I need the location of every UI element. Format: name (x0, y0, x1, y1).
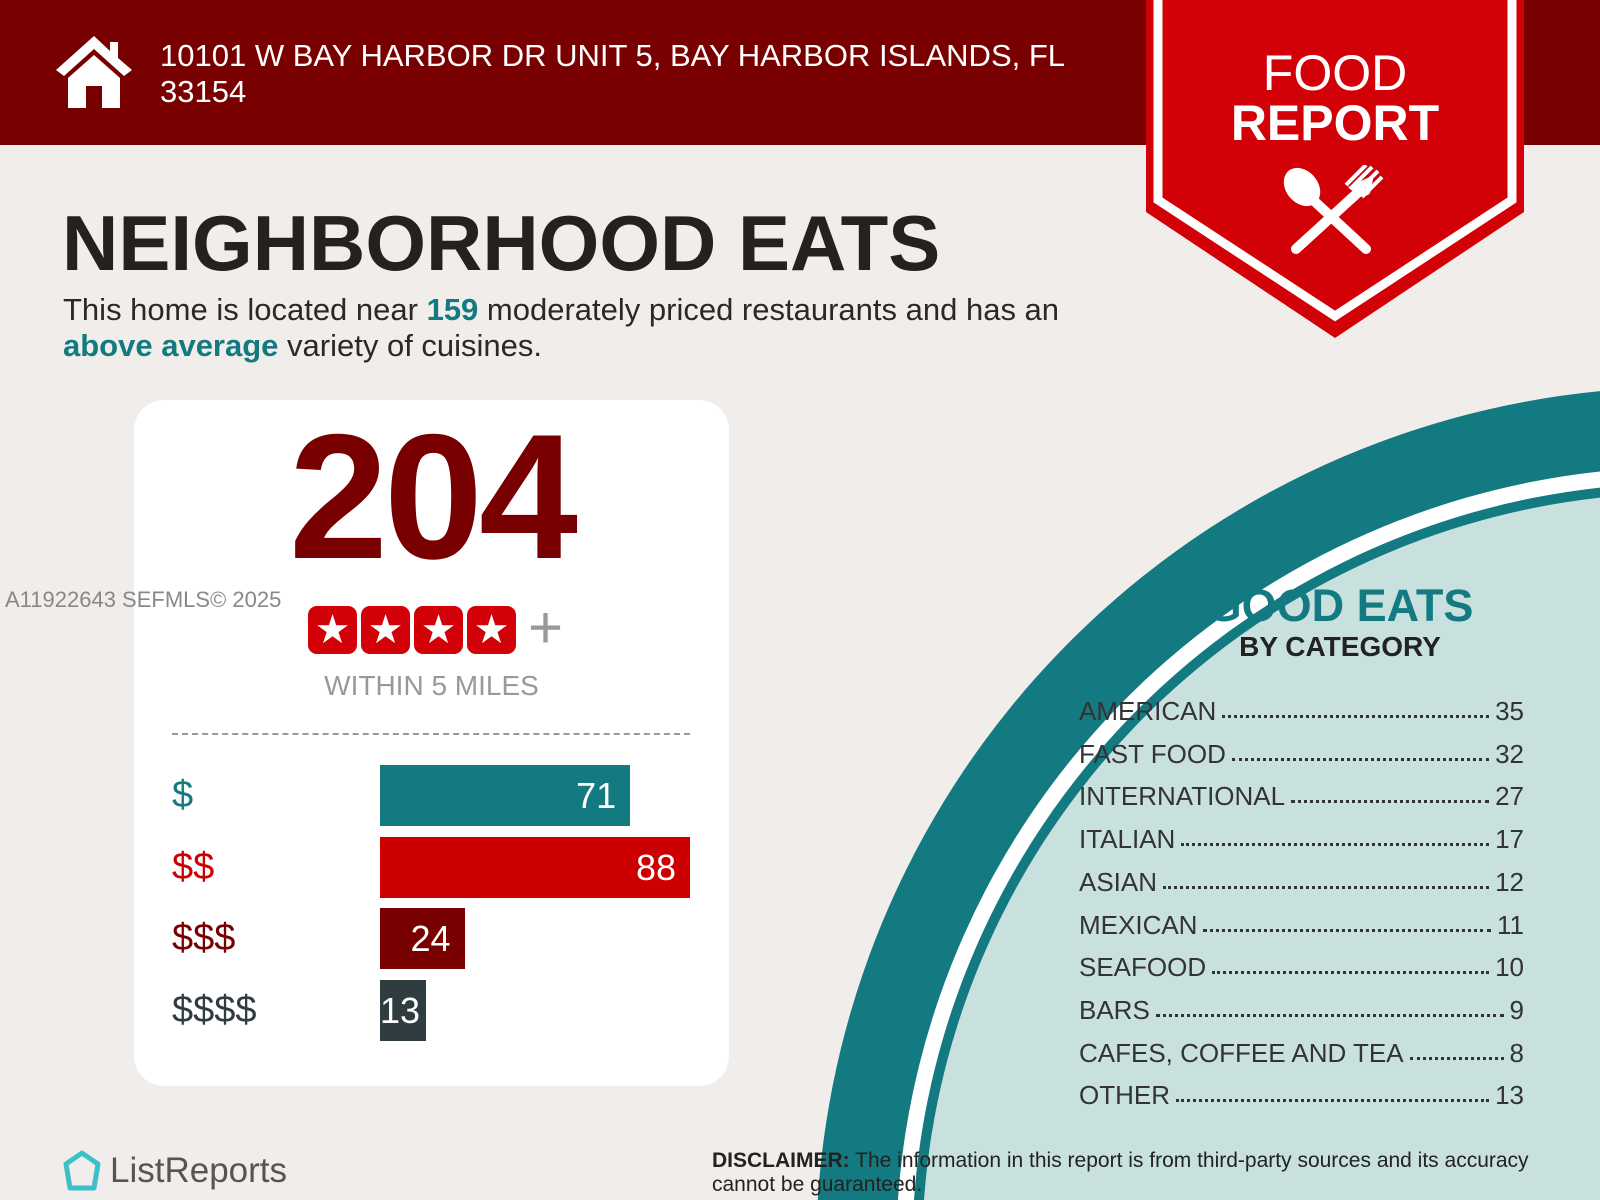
category-row: SEAFOOD 10 (1079, 952, 1524, 982)
dot-leader (1163, 867, 1490, 889)
category-name: INTERNATIONAL (1079, 781, 1286, 812)
subtitle-text: This home is located near (63, 292, 427, 327)
category-name: FAST FOOD (1079, 738, 1226, 769)
category-name: MEXICAN (1079, 909, 1198, 940)
category-name: AMERICAN (1079, 696, 1217, 726)
category-count: 11 (1497, 909, 1524, 940)
plus-icon: + (528, 594, 564, 661)
category-name: SEAFOOD (1079, 952, 1207, 983)
dot-leader (1222, 696, 1490, 718)
property-address: 10101 W BAY HARBOR DR UNIT 5, BAY HARBOR… (160, 38, 1064, 109)
price-tier-label: $ (172, 774, 194, 816)
category-count: 12 (1495, 866, 1524, 897)
category-row: INTERNATIONAL 27 (1079, 781, 1524, 811)
dot-leader (1231, 739, 1490, 761)
dot-leader (1155, 995, 1504, 1017)
category-row: ASIAN 12 (1079, 867, 1524, 897)
restaurant-count: 159 (426, 292, 479, 327)
category-count: 32 (1495, 738, 1524, 769)
spoon-fork-icon (1283, 165, 1384, 254)
categories-subtitle: BY CATEGORY (1239, 631, 1441, 662)
subtitle-text: variety of cuisines. (278, 328, 543, 363)
star-icon: ★ (414, 606, 463, 654)
category-row: OTHER 13 (1079, 1080, 1524, 1110)
category-count: 35 (1495, 696, 1524, 726)
subtitle: This home is located near 159 moderately… (63, 292, 1123, 364)
star-icon: ★ (308, 606, 357, 654)
listreports-icon (63, 1150, 101, 1191)
price-tier-label: $$$ (172, 917, 236, 959)
category-row: AMERICAN 35 (1079, 696, 1524, 726)
disclaimer-label: DISCLAIMER: (712, 1149, 850, 1172)
category-row: BARS 9 (1079, 995, 1524, 1025)
price-tier-label: $$ (172, 845, 215, 888)
subtitle-text: moderately priced restaurants and has an (478, 292, 1060, 327)
dot-leader (1291, 781, 1490, 804)
category-row: MEXICAN 11 (1079, 910, 1524, 940)
disclaimer-text: The information in this report is from t… (712, 1149, 1529, 1196)
category-count: 10 (1495, 952, 1524, 983)
total-restaurants: 204 (289, 397, 578, 596)
category-row: CAFES, COFFEE AND TEA 8 (1079, 1038, 1524, 1068)
circle-ring (923, 497, 1600, 1200)
category-count: 8 (1509, 1037, 1524, 1068)
dot-leader (1409, 1038, 1504, 1060)
divider (172, 733, 690, 735)
page-title: NEIGHBORHOOD EATS (62, 199, 941, 287)
dot-leader (1176, 1080, 1490, 1103)
dot-leader (1203, 910, 1491, 932)
food-report-badge (1146, 0, 1524, 338)
price-tier-bar: 13 (380, 979, 426, 1041)
listreports-logo: ListReports (62, 1150, 287, 1192)
price-tier-bar: 88 (380, 836, 690, 898)
dot-leader (1181, 824, 1490, 847)
variety-rating: above average (63, 328, 279, 363)
category-count: 9 (1509, 994, 1524, 1025)
within-label: WITHIN 5 MILES (324, 670, 539, 701)
disclaimer: DISCLAIMER: The information in this repo… (712, 1149, 1562, 1197)
watermark: A11922643 SEFMLS© 2025 (5, 587, 282, 612)
summary-card (134, 400, 729, 1086)
price-tier-bar: 24 (380, 908, 465, 969)
category-row: ITALIAN 17 (1079, 824, 1524, 854)
badge-line2: REPORT (1230, 95, 1440, 151)
house-icon (56, 36, 132, 108)
star-rating: ★ ★ ★ ★ (308, 606, 516, 654)
category-name: CAFES, COFFEE AND TEA (1079, 1037, 1404, 1068)
star-icon: ★ (467, 606, 516, 654)
category-name: OTHER (1079, 1080, 1170, 1111)
logo-text: ListReports (110, 1151, 288, 1190)
category-row: FAST FOOD 32 (1079, 739, 1524, 769)
price-tier-label: $$$$ (172, 988, 257, 1031)
category-count: 27 (1495, 781, 1524, 812)
category-count: 17 (1495, 824, 1524, 855)
price-tier-bar: 71 (380, 765, 631, 826)
badge-line1: FOOD (1262, 45, 1408, 101)
categories-title: GOOD EATS (1206, 580, 1474, 631)
dot-leader (1212, 952, 1490, 975)
star-icon: ★ (361, 606, 410, 654)
category-count: 13 (1495, 1080, 1524, 1111)
category-name: ITALIAN (1079, 824, 1176, 855)
category-name: ASIAN (1079, 866, 1158, 897)
category-name: BARS (1079, 994, 1150, 1025)
